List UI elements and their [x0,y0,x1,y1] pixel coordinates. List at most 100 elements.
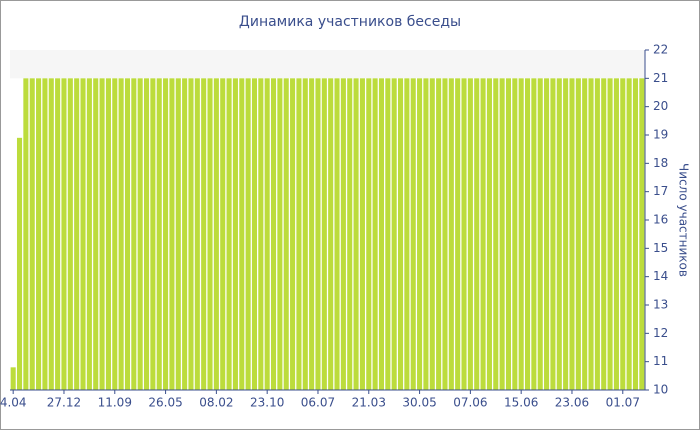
x-tick-label: 27.12 [47,396,81,410]
bar [80,78,86,390]
bar [378,78,385,390]
bar [639,78,645,390]
bar [321,78,327,390]
bar [505,78,512,390]
y-tick-label: 19 [653,128,668,142]
bar [277,78,283,390]
bar [620,78,626,390]
x-tick-label: 4.04 [0,396,27,410]
bar [524,78,531,390]
bar [226,78,232,390]
bar [480,78,486,390]
y-tick-label: 14 [653,269,668,283]
x-tick-label: 21.03 [352,396,386,410]
bar [359,78,365,390]
bar [74,78,80,390]
bar [302,78,308,390]
bar [290,78,296,390]
bar [67,78,73,390]
bar [429,78,435,390]
bar [442,78,448,390]
bar [486,78,492,390]
bar [36,78,42,390]
bar [61,78,67,390]
bar [194,78,200,390]
x-tick-label: 11.09 [98,396,132,410]
x-tick-label: 30.05 [402,396,436,410]
bar [264,78,270,390]
y-tick-label: 18 [653,156,668,170]
bar [309,78,315,390]
bar [150,78,156,390]
bar [588,78,594,390]
bar [124,78,131,390]
x-tick-label: 08.02 [199,396,233,410]
bar [340,78,346,390]
bar [493,78,499,390]
bar [556,78,562,390]
bar [105,78,111,390]
y-tick-label: 16 [653,213,668,227]
bar [391,78,397,390]
bar [207,78,213,390]
bar [93,78,99,390]
bar [366,78,372,390]
bar [385,78,391,390]
bar [270,78,277,390]
y-tick-label: 11 [653,354,668,368]
bar [86,78,92,390]
bar [474,78,480,390]
bar [315,78,321,390]
bar [594,78,600,390]
y-tick-label: 17 [653,184,668,198]
bar [283,78,289,390]
bar [569,78,575,390]
bar [239,78,245,390]
bar [575,78,581,390]
bar [258,78,264,390]
bar [29,78,35,390]
y-axis-label: Число участников [677,163,691,277]
bar [537,78,543,390]
bar [518,78,524,390]
bar [99,78,105,390]
bar [563,78,569,390]
bar [156,78,162,390]
bar [220,78,226,390]
bar [23,78,29,390]
bar [436,78,442,390]
bar [613,78,619,390]
bar [512,78,518,390]
y-tick-label: 15 [653,241,668,255]
bar [10,367,16,390]
bar [245,78,251,390]
bar [55,78,61,390]
bar [582,78,588,390]
bar [328,78,334,390]
bar [461,78,467,390]
bar [163,78,169,390]
bar [544,78,550,390]
y-tick-label: 22 [653,43,668,57]
bar [334,78,340,390]
bar [232,78,238,390]
bar [353,78,359,390]
bar [397,78,404,390]
bar [601,78,607,390]
plot-band [10,50,645,79]
chart-title: Динамика участников беседы [239,14,461,30]
bar [42,78,48,390]
bar [417,78,423,390]
bar [112,78,118,390]
bar [169,78,175,390]
bar [201,78,207,390]
bar [632,78,639,390]
y-tick-label: 13 [653,298,668,312]
y-tick-label: 12 [653,326,668,340]
bar [455,78,461,390]
bar [48,78,54,390]
bar [448,78,454,390]
bar [404,78,410,390]
y-tick-label: 10 [653,383,668,397]
